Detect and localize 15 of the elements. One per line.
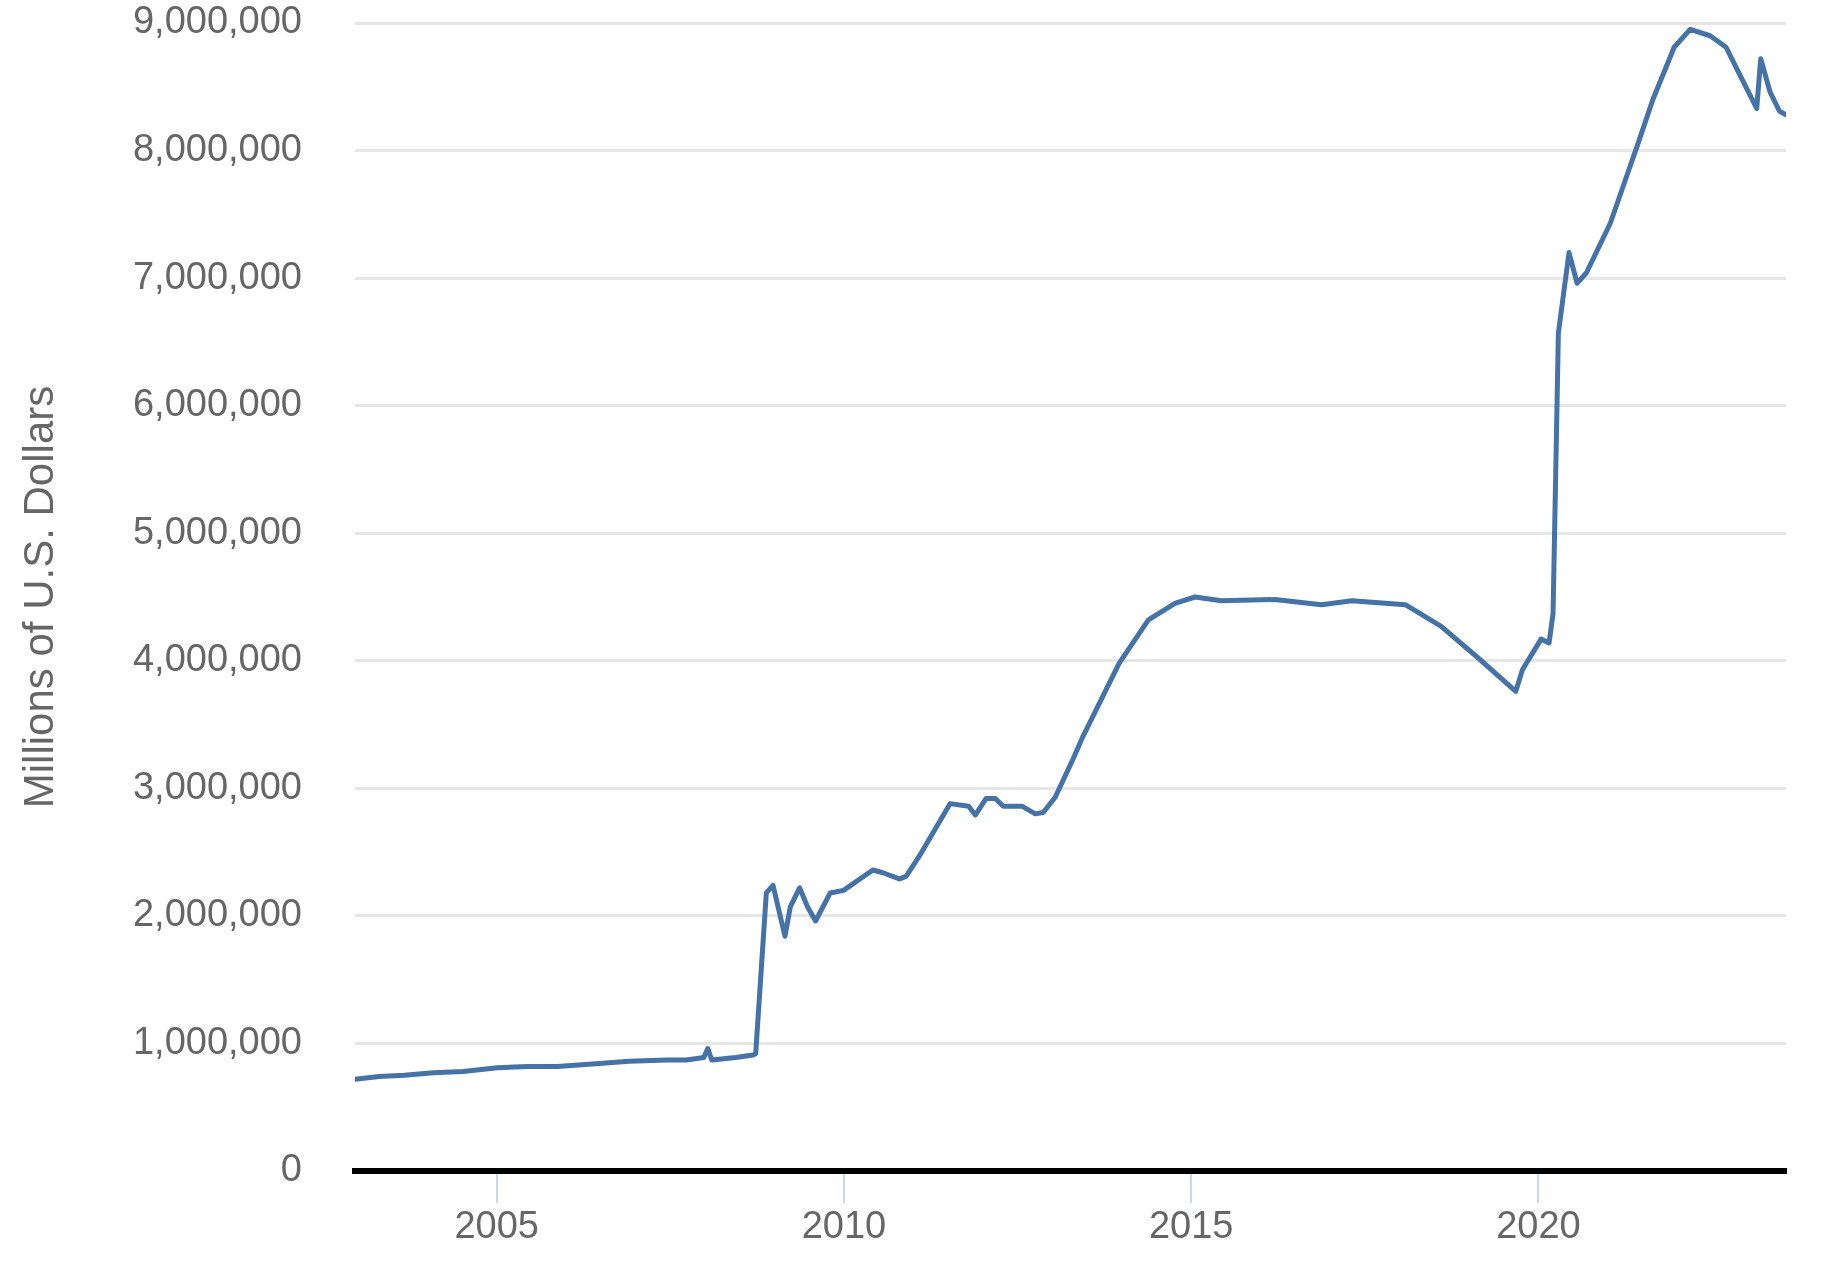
y-axis-title: Millions of U.S. Dollars xyxy=(14,385,62,809)
y-tick-label: 6,000,000 xyxy=(132,382,302,425)
y-tick-label: 2,000,000 xyxy=(132,892,302,935)
y-tick-label: 8,000,000 xyxy=(132,127,302,170)
x-tick-label: 2005 xyxy=(454,1204,539,1247)
y-tick-label: 7,000,000 xyxy=(132,254,302,297)
y-tick-label: 3,000,000 xyxy=(132,764,302,807)
x-tick-label: 2010 xyxy=(801,1204,887,1247)
y-tick-label: 4,000,000 xyxy=(132,637,302,680)
y-tick-label: 9,000,000 xyxy=(132,0,302,42)
y-tick-label: 1,000,000 xyxy=(132,1019,302,1062)
x-tick-label: 2020 xyxy=(1496,1204,1581,1247)
y-tick-label: 0 xyxy=(280,1147,302,1190)
y-tick-label: 5,000,000 xyxy=(132,509,302,552)
x-tick-label: 2015 xyxy=(1148,1204,1234,1247)
